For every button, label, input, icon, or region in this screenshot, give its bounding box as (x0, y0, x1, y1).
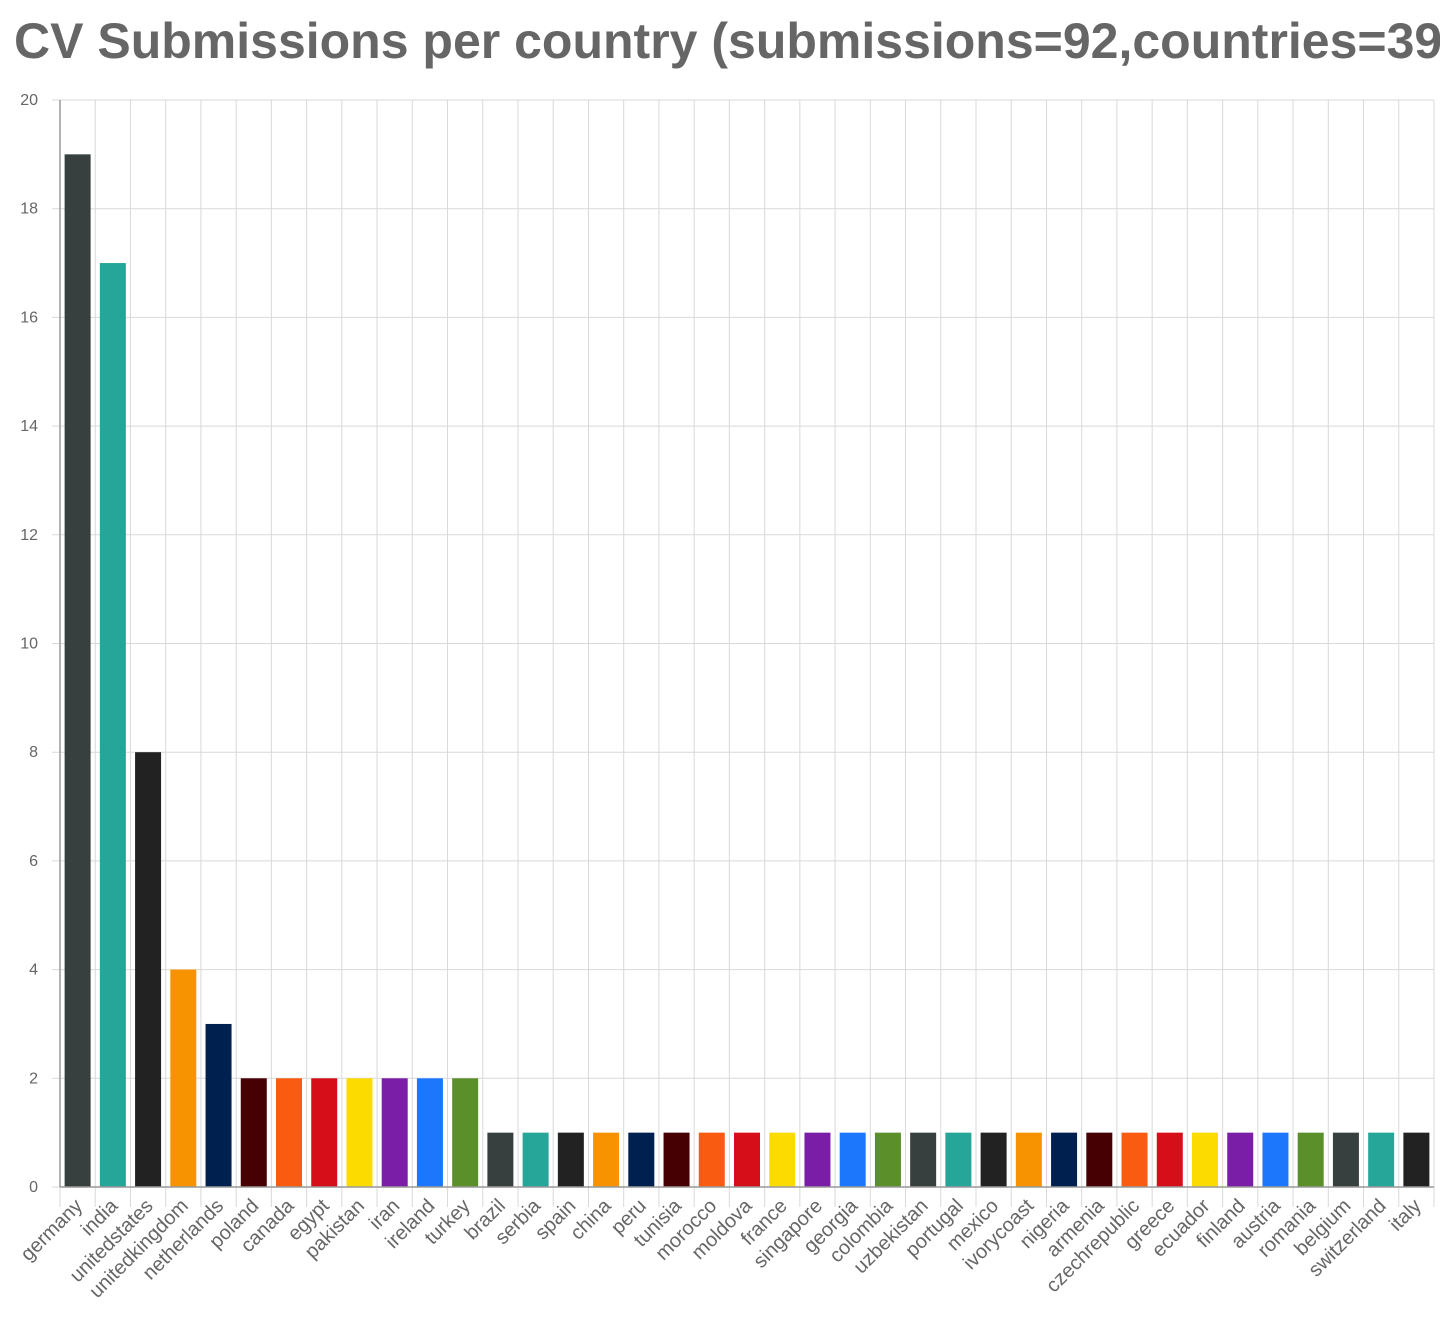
x-category-label: china (566, 1194, 616, 1244)
bar-singapore (804, 1132, 831, 1187)
bar-morocco (698, 1132, 725, 1187)
bar-netherlands (205, 1023, 232, 1187)
y-tick-labels: 0 2 4 6 8 10 12 14 16 18 20 (20, 92, 38, 1196)
bar-unitedstates (135, 752, 162, 1187)
bar-france (769, 1132, 796, 1187)
bar-canada (276, 1078, 302, 1187)
bar-uzbekistan (910, 1132, 937, 1187)
axes (59, 100, 1434, 1188)
bar-china (593, 1132, 620, 1187)
bar-spain (557, 1132, 584, 1187)
x-category-label: italy (1385, 1195, 1426, 1236)
bar-pakistan (346, 1078, 373, 1187)
bar-peru (628, 1132, 655, 1187)
bar-portugal (945, 1132, 972, 1187)
bar-colombia (874, 1132, 901, 1187)
bar-brazil (487, 1132, 514, 1187)
y-tick-label: 2 (29, 1070, 38, 1087)
bar-ireland (416, 1078, 443, 1187)
bars (64, 154, 1430, 1188)
y-tick-label: 4 (29, 962, 38, 979)
bar-switzerland (1368, 1132, 1395, 1187)
bar-germany (64, 154, 91, 1188)
y-tick-label: 10 (20, 636, 38, 653)
bar-serbia (522, 1132, 549, 1187)
y-tick-label: 20 (20, 92, 38, 109)
y-tick-label: 16 (20, 309, 38, 326)
x-category-labels: germanyindiaunitedstatesunitedkingdomnet… (17, 1194, 1426, 1302)
bar-georgia (839, 1132, 866, 1187)
bar-austria (1262, 1132, 1289, 1187)
bar-finland (1227, 1132, 1254, 1187)
y-tick-label: 8 (29, 744, 38, 761)
y-tick-label: 0 (29, 1179, 38, 1196)
bar-czechrepublic (1121, 1132, 1148, 1187)
x-category-label: germany (17, 1195, 88, 1266)
y-tick-label: 14 (20, 418, 38, 435)
bar-mexico (980, 1132, 1007, 1187)
bar-greece (1156, 1132, 1183, 1187)
bar-italy (1403, 1132, 1430, 1187)
bar-moldova (734, 1132, 760, 1187)
bar-unitedkingdom (170, 969, 197, 1187)
x-category-label: spain (531, 1195, 580, 1244)
y-tick-label: 12 (20, 527, 38, 544)
bar-romania (1297, 1132, 1324, 1187)
bar-nigeria (1051, 1132, 1078, 1187)
bar-tunisia (663, 1132, 690, 1187)
chart-title: CV Submissions per country (submissions=… (14, 13, 1440, 69)
bar-egypt (311, 1078, 338, 1187)
bar-armenia (1086, 1132, 1113, 1187)
bar-belgium (1332, 1132, 1359, 1187)
bar-india (99, 263, 126, 1187)
bar-ecuador (1192, 1132, 1218, 1187)
y-tick-label: 6 (29, 853, 38, 870)
y-tick-label: 18 (20, 201, 38, 218)
grid-lines (52, 99, 1435, 1207)
bar-iran (381, 1078, 408, 1187)
bar-poland (240, 1078, 267, 1187)
bar-ivorycoast (1015, 1132, 1042, 1187)
bar-turkey (452, 1078, 479, 1187)
